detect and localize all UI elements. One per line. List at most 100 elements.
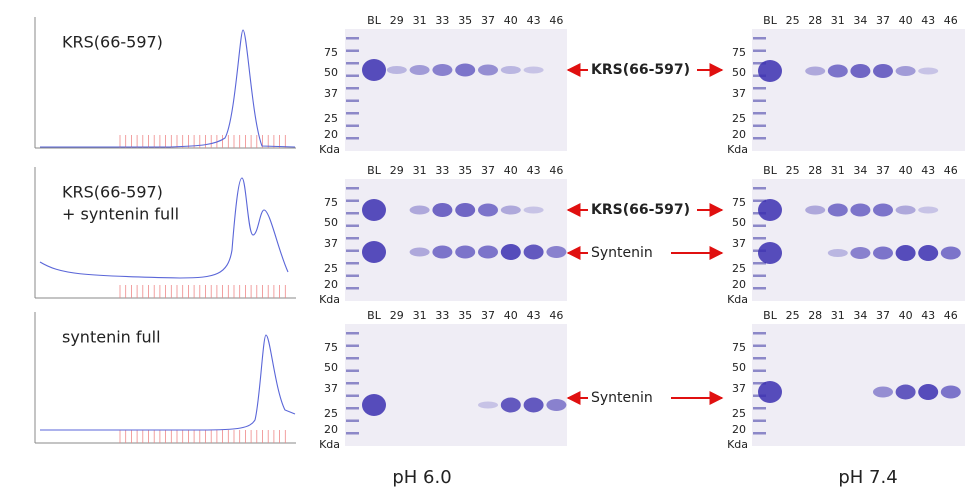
protein-band <box>895 66 916 76</box>
protein-band <box>850 203 871 217</box>
protein-band <box>873 203 893 217</box>
lane-label: 46 <box>944 14 958 27</box>
protein-band <box>758 199 782 221</box>
marker-label: 75 <box>732 196 746 209</box>
ladder-band <box>753 224 766 227</box>
lane-label: BL <box>763 14 778 27</box>
ladder-band <box>346 74 359 77</box>
protein-band <box>362 241 386 263</box>
lane-label: 33 <box>435 164 449 177</box>
gel <box>752 179 965 301</box>
lane-label: 35 <box>458 164 472 177</box>
lane-label: 37 <box>481 14 495 27</box>
protein-band <box>523 244 544 260</box>
protein-band <box>873 246 893 260</box>
gel <box>345 179 567 301</box>
protein-band <box>827 249 848 257</box>
marker-label: 20 <box>324 128 338 141</box>
ladder-band <box>753 187 766 190</box>
lane-label: 40 <box>899 309 913 322</box>
ladder-band <box>346 262 359 265</box>
marker-label: 75 <box>324 341 338 354</box>
marker-unit: Kda <box>727 143 748 156</box>
protein-band <box>918 245 939 261</box>
lane-label: 33 <box>435 14 449 27</box>
ladder-band <box>753 112 766 115</box>
ladder-band <box>346 274 359 277</box>
ladder-band <box>753 137 766 140</box>
marker-label: 20 <box>732 128 746 141</box>
protein-band <box>850 247 871 259</box>
lane-label: 29 <box>390 309 404 322</box>
footer-label: pH 7.4 <box>838 467 897 488</box>
protein-band <box>758 381 782 403</box>
marker-label: 37 <box>732 382 746 395</box>
row-label: KRS(66-597) <box>62 33 163 52</box>
protein-band <box>523 397 544 413</box>
lane-label: 43 <box>921 309 935 322</box>
ladder-band <box>753 344 766 347</box>
marker-label: 50 <box>732 361 746 374</box>
marker-label: 25 <box>732 262 746 275</box>
row-label: KRS(66-597) <box>62 183 163 202</box>
ladder-band <box>346 344 359 347</box>
lane-label: 28 <box>808 14 822 27</box>
ladder-band <box>753 87 766 90</box>
protein-band <box>432 203 453 217</box>
protein-band <box>918 384 939 400</box>
protein-band <box>386 66 407 74</box>
ladder-band <box>346 394 359 397</box>
ladder-band <box>753 432 766 435</box>
ladder-band <box>753 37 766 40</box>
lane-label: BL <box>367 164 382 177</box>
ladder-band <box>346 357 359 360</box>
ladder-band <box>753 382 766 385</box>
lane-label: 40 <box>899 14 913 27</box>
gel <box>752 324 965 446</box>
protein-band <box>805 205 826 215</box>
lane-label: 43 <box>527 14 541 27</box>
ladder-band <box>346 432 359 435</box>
protein-band <box>940 385 961 399</box>
protein-band <box>873 64 893 78</box>
lane-label: 34 <box>853 309 867 322</box>
marker-label: 25 <box>324 262 338 275</box>
lane-label: 35 <box>458 309 472 322</box>
protein-band <box>478 64 498 76</box>
marker-label: 50 <box>324 66 338 79</box>
lane-label: 40 <box>504 309 518 322</box>
marker-label: 50 <box>732 66 746 79</box>
marker-label: 75 <box>324 196 338 209</box>
marker-label: 75 <box>732 46 746 59</box>
marker-label: 20 <box>732 278 746 291</box>
ladder-band <box>346 187 359 190</box>
protein-band <box>827 203 848 217</box>
protein-band <box>940 246 961 260</box>
lane-label: 40 <box>504 164 518 177</box>
ladder-band <box>346 112 359 115</box>
gel <box>345 324 567 446</box>
band-label: Syntenin <box>591 245 653 261</box>
protein-band <box>500 244 521 260</box>
ladder-band <box>753 407 766 410</box>
protein-band <box>478 203 498 217</box>
marker-label: 25 <box>324 407 338 420</box>
ladder-band <box>346 382 359 385</box>
ladder-band <box>346 99 359 102</box>
ladder-band <box>346 199 359 202</box>
ladder-band <box>346 124 359 127</box>
ladder-band <box>753 99 766 102</box>
protein-band <box>362 59 386 81</box>
ladder-band <box>753 274 766 277</box>
ladder-band <box>753 62 766 65</box>
marker-label: 25 <box>732 407 746 420</box>
marker-label: 50 <box>732 216 746 229</box>
lane-label: 46 <box>549 309 563 322</box>
lane-label: 31 <box>831 309 845 322</box>
lane-label: 46 <box>549 164 563 177</box>
protein-band <box>873 386 893 398</box>
marker-label: 20 <box>324 278 338 291</box>
ladder-band <box>346 332 359 335</box>
lane-label: 31 <box>831 14 845 27</box>
